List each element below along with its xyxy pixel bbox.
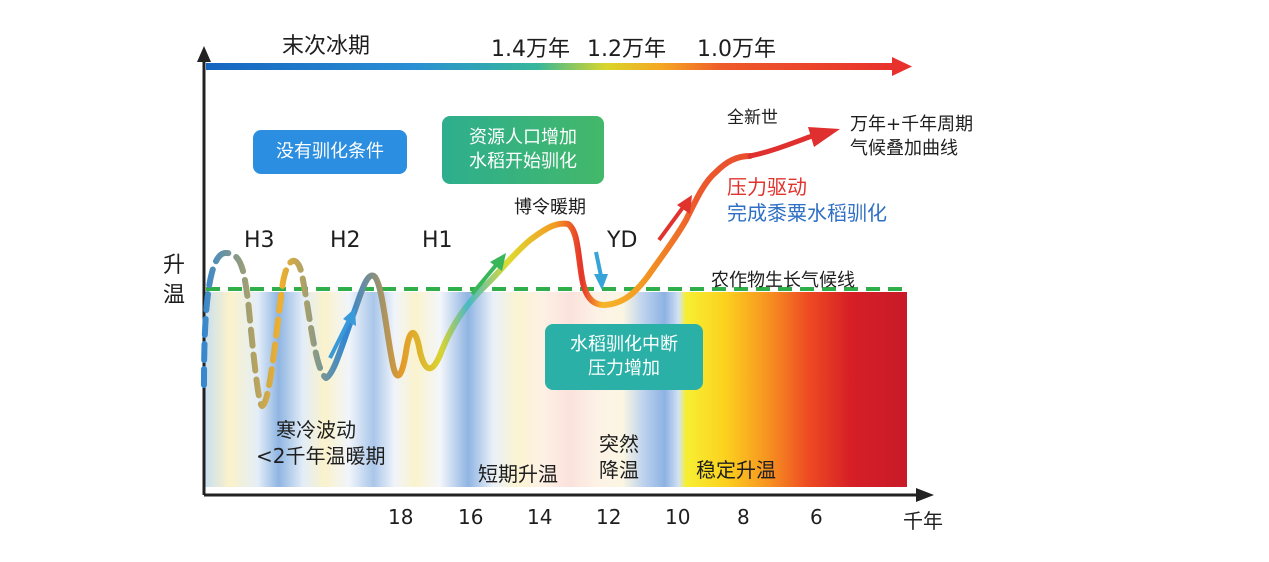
resource-population-box: 资源人口增加 水稻开始驯化 [442, 116, 604, 184]
label-sudden-cool-2: 降温 [599, 458, 639, 482]
label-pressure-2: 完成黍粟水稻驯化 [727, 201, 887, 225]
x-tick-14: 14 [527, 505, 553, 529]
no-domestication-box: 没有驯化条件 [253, 130, 407, 174]
resource-population-text-1: 资源人口增加 [469, 127, 577, 148]
x-tick-16: 16 [458, 505, 484, 529]
x-tick-12: 12 [596, 505, 622, 529]
interruption-text-2: 压力增加 [588, 358, 660, 379]
event-h1: H1 [422, 228, 453, 253]
timeline-age-2: 1.2万年 [587, 37, 666, 62]
early-oscillation-curve [201, 250, 329, 410]
timeline-arrowhead [892, 57, 912, 76]
label-short-warm: 短期升温 [478, 462, 558, 486]
blue-up-arrowhead [343, 308, 356, 326]
x-tick-18: 18 [388, 505, 414, 529]
x-tick-6: 6 [810, 505, 823, 529]
event-yd: YD [607, 228, 638, 253]
label-bolling: 博令暖期 [514, 197, 586, 218]
event-h3: H3 [244, 228, 275, 253]
no-domestication-text: 没有驯化条件 [276, 141, 384, 162]
x-axis-arrow [916, 488, 934, 502]
y-axis-arrow [197, 46, 211, 62]
blue-up-arrow [328, 317, 352, 359]
event-h2: H2 [330, 228, 361, 253]
label-superposition-2: 气候叠加曲线 [850, 138, 958, 159]
interruption-text-1: 水稻驯化中断 [570, 334, 678, 355]
label-sudden-cool-1: 突然 [599, 432, 639, 456]
y-axis-label-2: 温 [163, 283, 186, 308]
resource-population-text-2: 水稻开始驯化 [469, 151, 577, 172]
climate-curve [323, 153, 753, 381]
timeline-bar [206, 63, 896, 70]
green-up-arrowhead [490, 253, 506, 271]
x-axis-unit: 千年 [903, 509, 943, 533]
label-crop-line: 农作物生长气候线 [711, 270, 855, 291]
label-holocene: 全新世 [727, 108, 778, 128]
label-stable-warm: 稳定升温 [696, 458, 776, 482]
timeline-age-3: 1.0万年 [697, 37, 776, 62]
green-up-arrow [470, 262, 499, 296]
label-cold-fluct-1: 寒冷波动 [276, 418, 356, 442]
superposition-arrowhead [808, 127, 840, 147]
superposition-arrow [747, 133, 815, 159]
yd-down-arrow [594, 251, 603, 277]
red-up-arrow [657, 204, 686, 242]
yd-down-arrowhead [594, 274, 608, 290]
x-tick-8: 8 [737, 505, 750, 529]
label-cold-fluct-2: <2千年温暖期 [256, 444, 386, 468]
domestication-interruption-box: 水稻驯化中断 压力增加 [545, 324, 703, 390]
red-up-arrowhead [677, 195, 692, 214]
y-axis-label-1: 升 [163, 253, 186, 278]
x-tick-10: 10 [665, 505, 691, 529]
label-superposition-1: 万年+千年周期 [850, 114, 974, 135]
timeline-age-1: 1.4万年 [491, 37, 570, 62]
label-pressure-1: 压力驱动 [727, 175, 807, 199]
timeline-left-label: 末次冰期 [282, 34, 371, 59]
